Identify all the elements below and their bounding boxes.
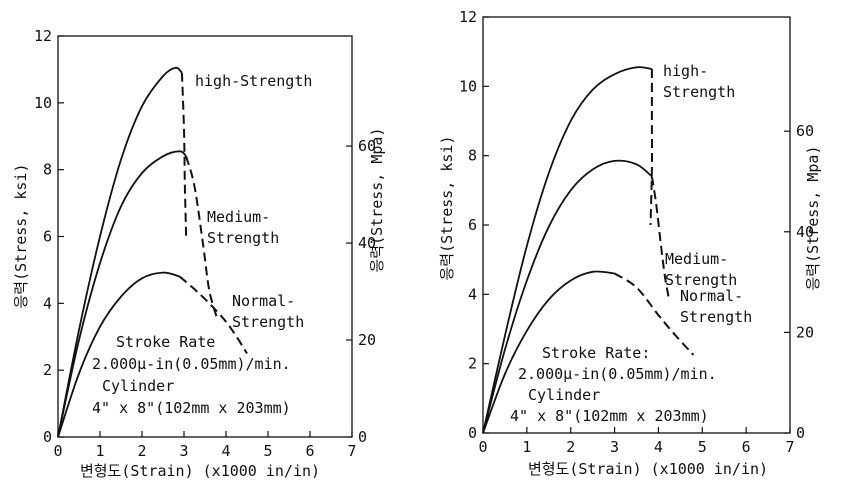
x-tick-label: 5 [263,442,272,460]
test-condition-note: Stroke Rate [116,333,215,351]
series-label-high-strength: Strength [663,83,735,101]
x-tick-label: 3 [179,442,188,460]
test-condition-note: 4" x 8"(102mm x 203mm) [92,399,291,417]
y-tick-label: 4 [468,285,477,303]
y-tick-label: 10 [34,94,52,112]
x-axis-label: 변형도(Strain) (x1000 in/in) [80,462,320,480]
x-tick-label: 1 [95,442,104,460]
test-condition-note: Stroke Rate: [542,344,650,362]
y-axis-label: 응력(Stress, ksi) [438,135,456,280]
y-tick-label: 12 [459,8,477,26]
series-label-normal-strength: Normal- [232,292,295,310]
curve-medium-strength-post-peak [185,156,219,321]
y-tick-label: 8 [43,161,52,179]
series-label-normal-strength: Strength [680,308,752,326]
test-condition-note: 4" x 8"(102mm x 203mm) [510,407,709,425]
x-tick-label: 7 [785,438,794,456]
y-tick-label: 0 [43,428,52,446]
x-tick-label: 2 [137,442,146,460]
curve-normal-strength-ascending [482,270,615,434]
x-tick-label: 2 [566,438,575,456]
curve-high-strength-ascending [482,66,653,434]
y-tick-label: 6 [43,228,52,246]
y2-tick-label: 20 [358,331,376,349]
curve-normal-strength-ascending [57,271,181,438]
y2-tick-label: 40 [796,223,814,241]
y-tick-label: 6 [468,216,477,234]
y-tick-label: 4 [43,294,52,312]
x-tick-label: 3 [610,438,619,456]
x-tick-label: 0 [478,438,487,456]
x-tick-label: 6 [742,438,751,456]
y2-tick-label: 40 [358,234,376,252]
x-tick-label: 1 [522,438,531,456]
y-tick-label: 2 [468,355,477,373]
x-tick-label: 0 [53,442,62,460]
y2-tick-label: 0 [796,424,805,442]
curve-medium-strength-ascending [482,159,653,434]
series-label-medium-strength: Medium- [665,250,728,268]
curve-high-strength-post-peak [180,72,188,237]
x-tick-label: 4 [654,438,663,456]
test-condition-note: Cylinder [102,377,174,395]
series-label-medium-strength: Strength [665,271,737,289]
y-tick-label: 12 [34,27,52,45]
y-axis-label: 응력(Stress, ksi) [12,163,30,308]
y2-tick-label: 20 [796,323,814,341]
curve-high-strength-ascending [57,66,183,438]
y2-tick-label: 60 [358,137,376,155]
series-label-medium-strength: Strength [207,229,279,247]
series-label-high-strength: high-Strength [195,72,312,90]
y2-tick-label: 0 [358,428,367,446]
x-axis-label: 변형도(Strain) (x1000 in/in) [528,460,768,478]
test-condition-note: 2.000µ-in(0.05mm)/min. [92,355,291,373]
y2-axis-label: 응력(Stress, Mpa) [804,145,822,290]
y-tick-label: 10 [459,77,477,95]
series-label-medium-strength: Medium- [207,208,270,226]
curve-normal-strength-post-peak [179,275,248,355]
series-label-normal-strength: Normal- [680,287,743,305]
curve-normal-strength-post-peak [614,272,695,356]
y-tick-label: 8 [468,147,477,165]
y-tick-label: 0 [468,424,477,442]
y2-tick-label: 60 [796,122,814,140]
series-label-high-strength: high- [663,62,708,80]
x-tick-label: 7 [347,442,356,460]
curve-high-strength-post-peak [649,68,653,226]
curve-medium-strength-post-peak [650,176,671,302]
x-tick-label: 5 [698,438,707,456]
test-condition-note: Cylinder [528,386,600,404]
x-tick-label: 6 [305,442,314,460]
curve-medium-strength-ascending [57,150,187,438]
series-label-normal-strength: Strength [232,313,304,331]
x-tick-label: 4 [221,442,230,460]
test-condition-note: 2.000µ-in(0.05mm)/min. [518,365,717,383]
y-tick-label: 2 [43,361,52,379]
y2-axis-label: 응력(Stress, Mpa) [368,127,386,272]
